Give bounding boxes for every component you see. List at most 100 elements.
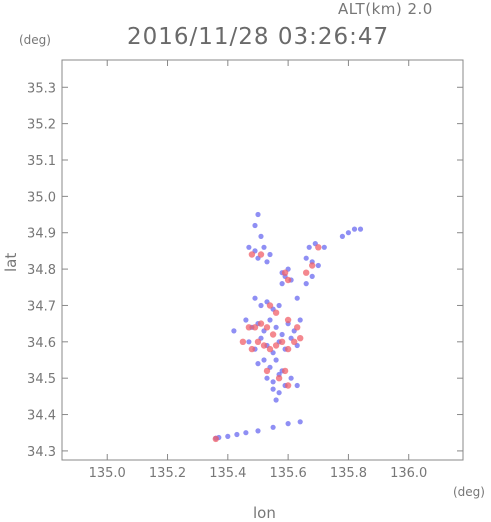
data-point — [255, 428, 261, 434]
data-point — [303, 269, 310, 276]
data-point — [309, 273, 315, 279]
data-point — [246, 339, 252, 345]
data-point — [272, 309, 280, 316]
data-point — [275, 375, 283, 382]
data-point — [248, 345, 256, 353]
x-tick-label: 136.0 — [390, 466, 427, 481]
altitude-label: ALT(km) 2.0 — [338, 0, 433, 18]
data-point — [281, 367, 289, 375]
x-tick-label: 135.0 — [89, 466, 126, 481]
y-tick-label: 34.5 — [27, 372, 56, 387]
y-tick-label: 35.1 — [27, 154, 56, 169]
data-point — [234, 431, 240, 438]
y-tick-label: 34.4 — [27, 409, 56, 424]
data-point — [260, 342, 268, 349]
data-point — [266, 345, 274, 353]
data-point — [258, 302, 264, 309]
x-axis-label: lon — [253, 504, 276, 522]
data-point — [284, 382, 292, 389]
data-point — [309, 262, 316, 269]
data-point — [278, 338, 286, 345]
data-point — [288, 375, 294, 381]
x-tick-label: 135.2 — [149, 466, 186, 481]
data-point — [321, 244, 327, 250]
y-axis-unit: (deg) — [19, 33, 51, 47]
data-point — [281, 269, 289, 276]
data-point — [345, 230, 351, 236]
data-point — [294, 295, 300, 301]
data-point — [258, 233, 264, 239]
data-point — [255, 361, 261, 367]
data-point — [267, 317, 273, 323]
y-tick-label: 35.0 — [27, 190, 56, 205]
data-point — [315, 244, 322, 251]
data-point — [297, 317, 303, 323]
data-point — [351, 226, 358, 232]
data-point — [270, 424, 276, 430]
data-point — [270, 386, 276, 392]
axis-ticks: 135.0 135.2 135.4 135.6 135.8 136.0 34.3 34.4 34… — [27, 60, 463, 481]
data-point — [243, 430, 249, 436]
data-point — [303, 255, 309, 261]
y-tick-label: 35.3 — [27, 81, 56, 96]
data-point — [261, 357, 267, 363]
y-tick-label: 34.8 — [27, 263, 56, 278]
data-point — [251, 324, 259, 331]
data-point — [264, 375, 270, 381]
data-point — [257, 320, 265, 327]
data-point — [245, 324, 253, 331]
data-point — [291, 338, 298, 345]
data-point — [243, 317, 249, 323]
data-point — [261, 244, 267, 250]
data-point — [303, 281, 309, 287]
data-point — [284, 316, 292, 324]
data-point — [266, 302, 274, 309]
data-point — [231, 328, 237, 334]
data-point — [285, 421, 291, 427]
data-point — [297, 419, 303, 425]
data-point — [284, 276, 292, 284]
data-point — [294, 324, 301, 331]
data-point — [315, 262, 321, 269]
y-tick-label: 34.3 — [27, 445, 56, 460]
data-point — [254, 338, 262, 345]
data-point — [357, 226, 364, 232]
data-point — [273, 357, 279, 363]
data-point — [252, 222, 258, 229]
data-point — [212, 435, 219, 443]
y-tick-label: 34.6 — [27, 336, 56, 351]
data-point — [257, 251, 265, 258]
data-point — [270, 379, 276, 385]
data-point — [339, 233, 345, 239]
data-point — [263, 324, 271, 331]
data-point — [239, 338, 247, 345]
y-tick-label: 34.7 — [27, 299, 56, 314]
data-point — [306, 244, 312, 250]
data-point — [255, 211, 261, 218]
data-point — [276, 302, 282, 309]
data-point — [252, 295, 258, 301]
data-point — [248, 251, 256, 258]
data-point — [276, 390, 282, 396]
plot-frame — [61, 59, 464, 461]
data-point — [225, 433, 231, 439]
data-point — [264, 259, 270, 265]
x-tick-label: 135.6 — [270, 466, 307, 481]
x-tick-label: 135.4 — [209, 466, 246, 481]
data-point — [284, 345, 292, 353]
y-tick-label: 35.2 — [27, 118, 56, 133]
x-axis-unit: (deg) — [453, 485, 485, 499]
data-point — [269, 331, 277, 338]
data-point — [273, 397, 279, 403]
data-point — [267, 251, 273, 258]
data-point — [263, 367, 271, 375]
data-point — [272, 342, 280, 349]
timestamp-title: 2016/11/28 03:26:47 — [127, 24, 390, 50]
data-point — [297, 335, 304, 342]
data-points — [212, 211, 364, 443]
data-point — [279, 281, 285, 287]
data-point — [279, 331, 285, 338]
y-tick-label: 34.9 — [27, 227, 56, 242]
data-point — [273, 324, 279, 330]
